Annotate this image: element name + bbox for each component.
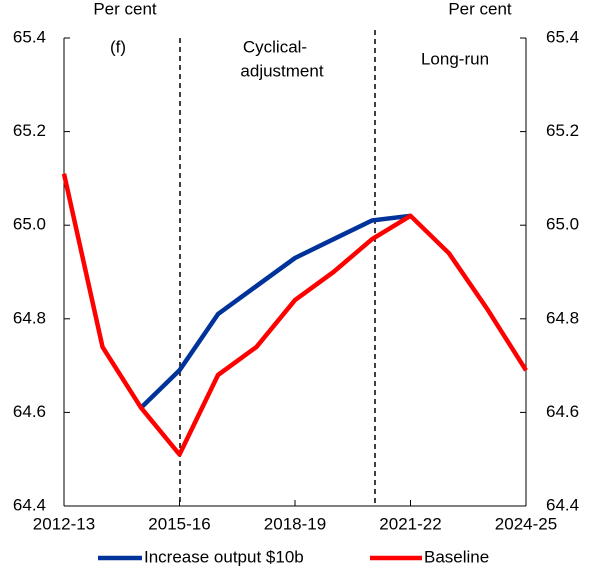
y-tick-label: 65.4	[13, 27, 46, 46]
y2-tick-label: 65.4	[546, 27, 579, 46]
annotation: (f)	[110, 37, 126, 56]
legend-label: Increase output $10b	[144, 547, 304, 566]
annotation: Long-run	[421, 49, 489, 68]
series-line	[61, 173, 528, 457]
x-tick-label: 2024-25	[495, 514, 557, 533]
y2-tick-label: 64.8	[546, 308, 579, 327]
right-axis-label: Per cent	[448, 0, 512, 18]
y-tick-label: 65.2	[13, 121, 46, 140]
y-tick-label: 65.0	[13, 215, 46, 234]
y2-tick-label: 64.6	[546, 402, 579, 421]
annotation: adjustment	[240, 61, 323, 80]
legend-label: Baseline	[424, 547, 489, 566]
left-axis-label: Per cent	[93, 0, 157, 18]
y-tick-label: 64.4	[13, 495, 46, 514]
y2-tick-label: 65.0	[546, 215, 579, 234]
y-tick-label: 64.8	[13, 308, 46, 327]
series-line	[139, 213, 411, 410]
y-tick-label: 64.6	[13, 402, 46, 421]
x-tick-label: 2015-16	[148, 514, 210, 533]
y2-tick-label: 65.2	[546, 121, 579, 140]
annotation: Cyclical-	[243, 37, 307, 56]
y2-tick-label: 64.4	[546, 495, 579, 514]
x-tick-label: 2018-19	[264, 514, 326, 533]
x-tick-label: 2021-22	[379, 514, 441, 533]
x-tick-label: 2012-13	[33, 514, 95, 533]
